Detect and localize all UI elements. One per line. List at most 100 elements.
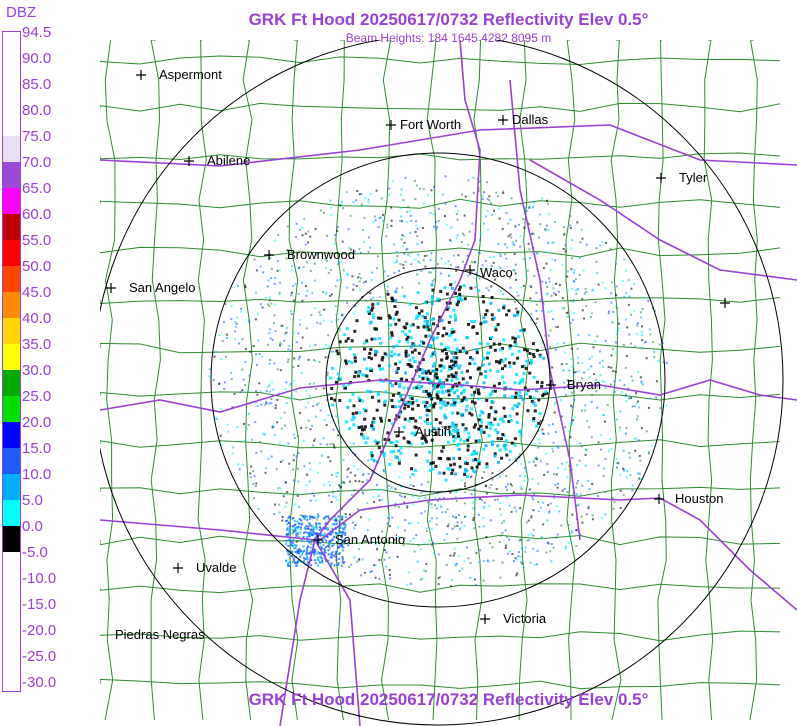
city-abilene[interactable]: Abilene: [184, 153, 250, 168]
city-waco[interactable]: Waco: [465, 265, 513, 280]
city-marker-icon: [720, 298, 730, 308]
legend-color-band: [3, 188, 20, 214]
city-label: Austin: [415, 424, 451, 439]
city-label: Tyler: [679, 170, 708, 185]
highway-lines: [100, 40, 797, 726]
legend-color-band: [3, 84, 20, 110]
city-uvalde[interactable]: Uvalde: [173, 560, 236, 575]
legend-tick-label: 10.0: [22, 466, 52, 483]
city-marker-icon: [386, 120, 396, 130]
legend-tick-label: 94.5: [22, 24, 52, 41]
legend-tick-label: 50.0: [22, 258, 52, 275]
legend-color-band: [3, 422, 20, 448]
legend-tick-label: 80.0: [22, 102, 52, 119]
legend-tick-label: 75.0: [22, 128, 52, 145]
legend-tick-label: 0.0: [22, 518, 43, 535]
city-dallas[interactable]: Dallas: [498, 112, 549, 127]
legend-tick-label: -20.0: [22, 622, 57, 639]
city-label: Victoria: [503, 611, 547, 626]
city-label: San Antonio: [335, 532, 405, 547]
legend-tick-label: -10.0: [22, 570, 57, 587]
legend-tick-label: -25.0: [22, 648, 57, 665]
legend-tick-label: 60.0: [22, 206, 52, 223]
city-aspermont[interactable]: Aspermont: [136, 67, 222, 82]
legend-tick-label: 5.0: [22, 492, 43, 509]
city-label: Houston: [675, 491, 723, 506]
city-san-angelo[interactable]: San Angelo: [106, 280, 196, 295]
city-markers: Aspermont Fort Worth Dallas Abilene Tyler Bro…: [106, 67, 730, 642]
legend-color-band: [3, 370, 20, 396]
legend-tick-label: 55.0: [22, 232, 52, 249]
city-bryan[interactable]: Bryan: [546, 377, 601, 392]
city-marker-icon: [264, 250, 274, 260]
legend-color-band: [3, 552, 20, 578]
range-ring-middle: [210, 152, 666, 608]
city-label: Piedras Negras: [115, 627, 205, 642]
city-label: Brownwood: [287, 247, 355, 262]
city-piedras-negras[interactable]: Piedras Negras: [115, 627, 205, 642]
city-label: Waco: [480, 265, 513, 280]
legend-color-band: [3, 656, 20, 682]
city-unlabeled[interactable]: [720, 298, 730, 308]
city-san-antonio[interactable]: San Antonio: [313, 532, 405, 547]
beam-heights-subtitle: Beam Heights: 184 1645 4282 8095 m: [345, 31, 552, 45]
city-houston[interactable]: Houston: [654, 491, 723, 506]
city-marker-icon: [184, 156, 194, 166]
city-label: Fort Worth: [400, 117, 461, 132]
range-rings: [100, 40, 784, 726]
legend-tick-label: 65.0: [22, 180, 52, 197]
legend-color-band: [3, 58, 20, 84]
legend-color-band: [3, 604, 20, 630]
legend-color-band: [3, 578, 20, 604]
legend-tick-label: 85.0: [22, 76, 52, 93]
legend-color-band: [3, 292, 20, 318]
city-label: Uvalde: [196, 560, 236, 575]
city-label: Abilene: [207, 153, 250, 168]
legend-tick-label: 70.0: [22, 154, 52, 171]
city-label: Dallas: [512, 112, 549, 127]
legend-color-band: [3, 318, 20, 344]
city-marker-icon: [394, 427, 404, 437]
legend-color-band: [3, 500, 20, 526]
legend-color-band: [3, 110, 20, 136]
city-marker-icon: [480, 614, 490, 624]
city-austin[interactable]: Austin: [394, 424, 451, 439]
legend-color-band: [3, 630, 20, 656]
legend-tick-label: 30.0: [22, 362, 52, 379]
city-marker-icon: [654, 494, 664, 504]
map-title-bottom: GRK Ft Hood 20250617/0732 Reflectivity E…: [248, 690, 649, 709]
legend-tick-label: 45.0: [22, 284, 52, 301]
city-marker-icon: [106, 283, 116, 293]
legend-color-band: [3, 266, 20, 292]
city-marker-icon: [498, 115, 508, 125]
city-label: Bryan: [567, 377, 601, 392]
legend-color-band: [3, 344, 20, 370]
legend-tick-label: 25.0: [22, 388, 52, 405]
legend-tick-label: 15.0: [22, 440, 52, 457]
city-tyler[interactable]: Tyler: [656, 170, 708, 185]
legend-tick-label: 90.0: [22, 50, 52, 67]
legend-color-band: [3, 474, 20, 500]
legend-unit-label: DBZ: [6, 4, 36, 21]
legend-tick-label: -30.0: [22, 674, 57, 691]
city-victoria[interactable]: Victoria: [480, 611, 547, 626]
legend-tick-label: 40.0: [22, 310, 52, 327]
city-marker-icon: [465, 265, 475, 275]
legend-color-band: [3, 526, 20, 552]
city-marker-icon: [136, 70, 146, 80]
range-ring-inner: [325, 267, 551, 493]
city-fort-worth[interactable]: Fort Worth: [386, 117, 461, 132]
city-marker-icon: [546, 380, 556, 390]
city-label: San Angelo: [129, 280, 196, 295]
city-marker-icon: [656, 173, 666, 183]
city-brownwood[interactable]: Brownwood: [264, 247, 355, 262]
city-marker-icon: [313, 535, 323, 545]
legend-tick-label: 20.0: [22, 414, 52, 431]
radar-map[interactable]: Aspermont Fort Worth Dallas Abilene Tyler Bro…: [100, 40, 797, 726]
color-legend-bar: [3, 32, 20, 682]
legend-color-band: [3, 136, 20, 162]
legend-tick-label: 35.0: [22, 336, 52, 353]
legend-color-band: [3, 448, 20, 474]
legend-color-band: [3, 162, 20, 188]
legend-color-band: [3, 32, 20, 58]
